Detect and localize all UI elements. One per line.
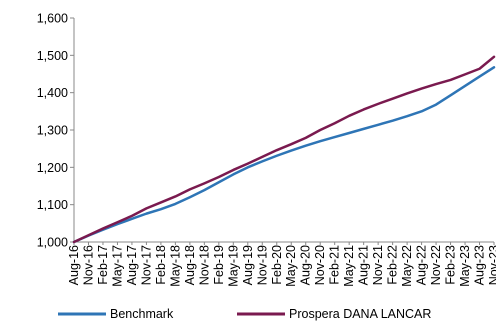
x-tick-label: Feb-18 <box>154 245 168 285</box>
y-tick-label: 1,200 <box>37 161 68 175</box>
x-tick-label: Nov-20 <box>313 245 327 285</box>
x-tick-label: Nov-21 <box>371 245 385 285</box>
x-tick-label: Feb-22 <box>386 245 400 285</box>
x-tick-label: Aug-20 <box>299 245 313 285</box>
x-tick-label: May-19 <box>226 245 240 287</box>
x-tick-label: Feb-19 <box>212 245 226 285</box>
x-tick-label: Feb-17 <box>96 245 110 285</box>
x-tick-label: Aug-16 <box>67 245 81 285</box>
x-tick-label: Feb-20 <box>270 245 284 285</box>
x-tick-label: Aug-22 <box>415 245 429 285</box>
chart-axes <box>70 17 495 245</box>
x-tick-label: Aug-19 <box>241 245 255 285</box>
x-tick-label: Nov-17 <box>139 245 153 285</box>
x-tick-label: Aug-21 <box>357 245 371 285</box>
x-tick-label: Aug-23 <box>473 245 487 285</box>
x-tick-label: May-20 <box>284 245 298 287</box>
x-tick-label: Aug-17 <box>125 245 139 285</box>
x-tick-label: Feb-23 <box>444 245 458 285</box>
series-lines <box>72 55 496 244</box>
x-tick-label: May-18 <box>168 245 182 287</box>
legend-prospera-dana-lancar-label: Prospera DANA LANCAR <box>289 307 431 321</box>
x-tick-label: Aug-18 <box>183 245 197 285</box>
chart-legend: Benchmark Prospera DANA LANCAR <box>58 307 431 321</box>
y-tick-label: 1,100 <box>37 198 68 212</box>
x-tick-label: May-21 <box>342 245 356 287</box>
x-tick-label: May-22 <box>400 245 414 287</box>
y-tick-label: 1,400 <box>37 86 68 100</box>
series-line-prospera-dana-lancar <box>72 55 496 244</box>
x-tick-label: Nov-22 <box>429 245 443 285</box>
y-tick-label: 1,300 <box>37 124 68 138</box>
x-tick-label: May-23 <box>458 245 472 287</box>
x-tick-label: May-17 <box>110 245 124 287</box>
x-axis-tick-labels: Aug-16 Nov-16 Feb-17 May-17 Aug-17 Nov-17 Feb-… <box>67 245 496 287</box>
y-tick-label: 1,000 <box>37 236 68 250</box>
x-tick-label: Nov-18 <box>197 245 211 285</box>
series-line-benchmark <box>72 66 496 244</box>
x-tick-label: Nov-19 <box>255 245 269 285</box>
x-tick-label: Nov-23 <box>487 245 496 285</box>
x-tick-label: Nov-16 <box>81 245 95 285</box>
x-tick-label: Feb-21 <box>328 245 342 285</box>
legend-benchmark-label: Benchmark <box>110 307 174 321</box>
y-axis-tick-labels: 1,000 1,100 1,200 1,300 1,400 1,500 1,600 <box>37 12 68 250</box>
y-tick-label: 1,500 <box>37 49 68 63</box>
y-tick-label: 1,600 <box>37 12 68 26</box>
